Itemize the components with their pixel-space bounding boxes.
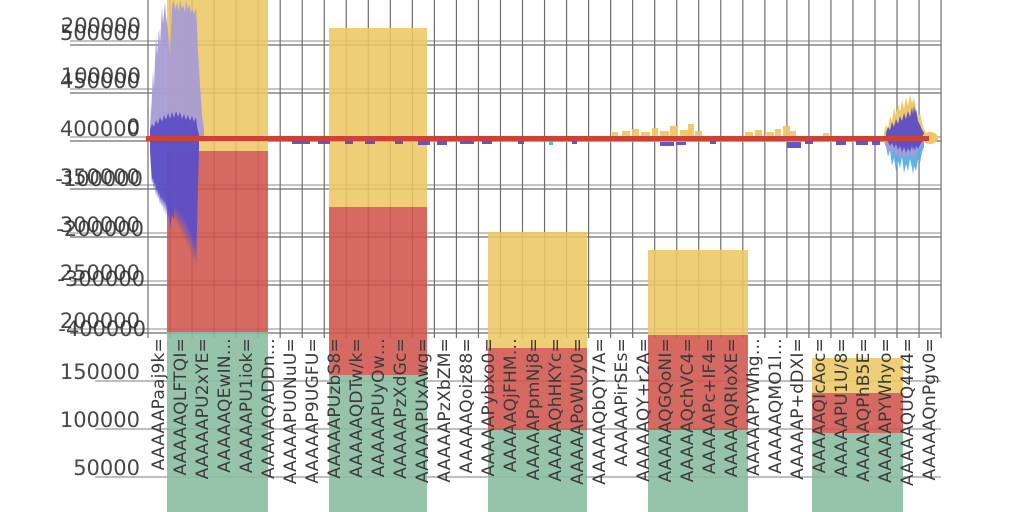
y-tick-primary: 350000 (59, 165, 140, 189)
y-tick-primary: 50000 (73, 456, 140, 480)
x-tick-label: AAAAAQMO1l… (765, 338, 786, 474)
y-tick-secondary: 0 (126, 115, 140, 139)
x-tick-label: AAAAAPYWhyo= (875, 338, 896, 483)
x-tick-label: AAAAAPUzbS8= (325, 338, 346, 479)
x-tick-label: AAAAAQDTw/k= (347, 338, 368, 478)
x-tick-label: AAAAAQchVC4= (677, 338, 698, 483)
y-tick-label: 350000 -100000 (0, 164, 143, 191)
x-tick-label: AAAAAPU0NuU= (281, 338, 302, 485)
y-tick-label: 150000 (0, 359, 140, 385)
y-tick-label: 500000 200000 (0, 14, 141, 46)
y-tick-primary: 150000 (59, 360, 140, 384)
y-tick-primary: 450000 (59, 69, 140, 93)
y-tick-label: 300000 -200000 (0, 212, 144, 241)
y-tick-primary: 100000 (59, 408, 140, 432)
x-tick-label: AAAAAPaaj9k= (149, 338, 169, 471)
y-tick-secondary: -100000 (55, 167, 143, 191)
x-tick-label: AAAAAQEwIN… (215, 338, 236, 473)
x-tick-label: AAAAAQADDn… (259, 338, 280, 479)
x-tick-label: AAAAAPU1iok= (237, 338, 258, 474)
x-tick-label: AAAAAPybxo0= (479, 338, 500, 477)
y-tick-label: 50000 (0, 455, 140, 481)
x-tick-label: AAAAAP+dDXI= (787, 338, 808, 480)
y-tick-primary: 300000 (59, 213, 140, 237)
x-tick-label: AAAAAQGQoNI= (655, 338, 676, 483)
x-tick-label: AAAAAQLFTQI= (171, 338, 192, 476)
y-tick-label: 250000 -300000 (0, 260, 145, 291)
y-tick-primary: 400000 (59, 117, 140, 141)
x-tick-label: AAAAAQbQY7A= (589, 338, 610, 485)
x-tick-label: AAAAAQPhB5E= (853, 338, 874, 483)
y-tick-label: 450000 100000 (0, 64, 141, 94)
y-tick-label: 100000 (0, 407, 140, 433)
x-tick-label: AAAAAQhHKYc= (545, 338, 566, 482)
x-tick-label: AAAAAQnPgv0= (920, 338, 941, 481)
x-tick-label: AAAAAQoiz88= (457, 338, 478, 474)
x-tick-label: AAAAAPzXdGc= (391, 338, 412, 479)
x-tick-label: AAAAAPUxAwg= (413, 338, 434, 484)
y-tick-secondary: 100000 (60, 64, 141, 88)
y-tick-primary: 500000 (59, 21, 140, 45)
x-tick-label: AAAAAP9UGFU= (303, 338, 324, 484)
y-tick-primary: 250000 (59, 261, 140, 285)
x-tick-label: AAAAAPU1U/8= (831, 338, 852, 478)
y-tick-secondary: -300000 (57, 267, 145, 291)
y-tick-label: 200000 -400000 (0, 308, 146, 341)
x-tick-label: AAAAAPzXbZM= (435, 338, 456, 483)
x-tick-label: AAAAAPU2xYE= (193, 338, 214, 480)
x-tick-label: AAAAAQRIoXE= (721, 338, 742, 478)
y-tick-secondary: 200000 (60, 14, 141, 38)
y-tick-secondary: -400000 (58, 317, 146, 341)
x-tick-label: AAAAAPirSEs= (611, 338, 632, 467)
y-tick-secondary: -200000 (56, 217, 144, 241)
x-tick-label: AAAAAPUyOw… (369, 338, 390, 478)
x-tick-label: AAAAAQjFHM… (501, 338, 522, 473)
x-tick-label: AAAAAQUQ444= (898, 338, 919, 487)
x-tick-label: AAAAAQIcAoc= (809, 338, 830, 474)
y-tick-label: 400000 0 (0, 115, 140, 142)
x-tick-label: AAAAAPoWUy0= (567, 338, 588, 485)
x-tick-label: AAAAAPc+IF4= (699, 338, 720, 475)
x-tick-label: AAAAAQY+r2A= (633, 338, 654, 482)
y-tick-primary: 200000 (59, 309, 140, 333)
x-tick-label: AAAAAPYWhg… (743, 338, 764, 476)
x-tick-label: AAAAAPpmNj8= (523, 338, 544, 481)
